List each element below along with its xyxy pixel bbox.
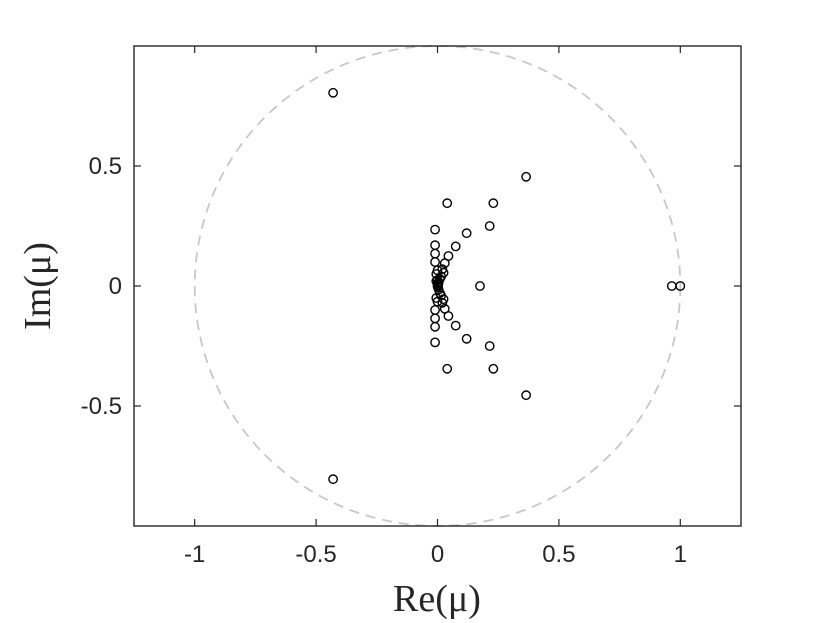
data-point [521,171,532,182]
x-tick-label: -0.5 [295,541,336,568]
y-tick-label: 0.5 [89,153,122,180]
data-point [450,320,461,331]
ticks-layer: -1 -0.5 0 0.5 1 -0.5 0 0.5 [81,46,741,568]
data-point [475,281,485,291]
data-point [432,275,443,285]
y-tick-label: 0 [109,273,122,300]
x-tick-label: 0 [431,541,444,568]
x-tick-label: 0.5 [542,541,575,568]
data-point [521,390,532,401]
data-point [461,333,472,344]
x-axis-label: Re(μ) [393,578,481,620]
data-point [328,87,338,98]
data-point [328,474,338,485]
data-point [484,221,495,231]
data-point [488,363,499,374]
data-point [432,281,443,291]
data-point [461,228,472,239]
data-point [675,281,686,291]
data-point [442,198,453,209]
data-point [450,241,461,252]
x-tick-label: -1 [184,541,205,568]
y-axis-label: Im(μ) [17,242,59,330]
data-point [488,198,499,209]
x-tick-label: 1 [674,541,687,568]
y-tick-label: -0.5 [81,393,122,420]
data-point [439,258,450,269]
data-point [430,337,440,348]
data-point [484,341,495,351]
data-point [442,363,453,374]
data-point [439,303,450,314]
data-point [430,224,440,235]
